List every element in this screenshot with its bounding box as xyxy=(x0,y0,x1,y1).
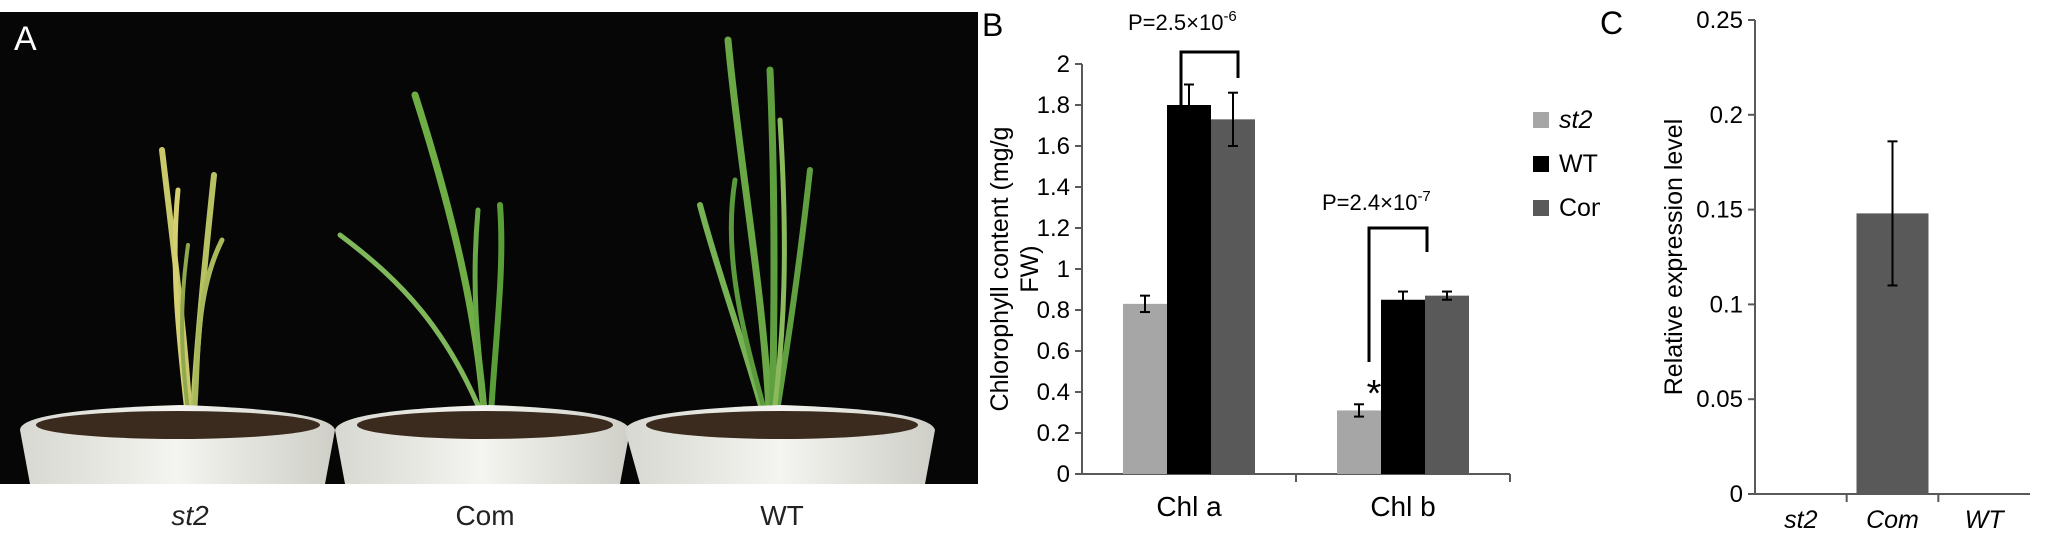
panel-c-label: C xyxy=(1600,5,1623,41)
y-tick-label: 0 xyxy=(1057,461,1070,488)
plant-wt xyxy=(697,36,813,434)
p-value-chl-b: P=2.4×10-7 xyxy=(1322,188,1431,215)
bar-st2-0 xyxy=(1123,303,1167,474)
chart-b-error-bars xyxy=(1140,83,1452,418)
y-tick-label: 1 xyxy=(1057,256,1070,283)
star-chl-b: * xyxy=(1367,373,1382,415)
caption-com: Com xyxy=(455,500,515,531)
panel-a-label: A xyxy=(14,20,37,58)
pot-com xyxy=(335,405,630,484)
bracket-chl-a xyxy=(1179,50,1240,190)
y-tick-label: 0.6 xyxy=(1037,338,1070,365)
bar-st2-1 xyxy=(1337,410,1381,474)
bar-com-0 xyxy=(1211,119,1255,474)
x-tick-label: Com xyxy=(1866,506,1919,534)
pot-st2 xyxy=(20,405,335,484)
y-tick-label: 0.15 xyxy=(1696,197,1743,224)
x-tick-label: WT xyxy=(1965,506,2006,534)
legend-label-wt: WT xyxy=(1559,150,1598,178)
star-chl-a: * xyxy=(1175,263,1190,305)
chart-c-bars xyxy=(1856,140,1929,494)
chart-c-svg: C 0 0.05 0.1 0.15 0.2 0.25 Relative expression… xyxy=(1600,5,2030,534)
significance-chl-b: P=2.4×10-7 * xyxy=(1322,188,1431,415)
plants-photo: A xyxy=(0,12,978,484)
photo-panel: A st2 Com WT xyxy=(0,0,980,536)
caption-st2: st2 xyxy=(171,500,209,531)
chart-b-axes: 0 0.2 0.4 0.6 0.8 1 1.2 1.4 1.6 1.8 2 Chlorophyll c… xyxy=(986,51,1511,522)
chart-b-svg: B 0 0.2 0.4 0.6 0.8 1 1.2 1.4 1.6 1.8 2 Chlorophyll… xyxy=(982,7,1612,522)
significance-chl-a: P=2.5×10-6 * xyxy=(1128,8,1240,305)
legend-label-com: Com xyxy=(1559,194,1600,222)
chart-b-legend: st2 WT Com xyxy=(1533,106,1612,222)
y-tick-label: 0.05 xyxy=(1696,386,1743,413)
chart-b-bars xyxy=(1123,105,1469,474)
y-tick-label: 0.25 xyxy=(1696,7,1743,34)
caption-wt: WT xyxy=(760,500,804,531)
plant-com xyxy=(337,91,505,434)
y-tick-label: 0.4 xyxy=(1037,379,1070,406)
legend-swatch-wt xyxy=(1533,156,1549,172)
bar-wt-1 xyxy=(1381,299,1425,474)
x-tick-label: st2 xyxy=(1784,506,1817,534)
y-tick-label: 1.4 xyxy=(1037,174,1070,201)
x-tick-label: Chl b xyxy=(1370,491,1435,522)
y-tick-label: 2 xyxy=(1057,51,1070,78)
y-tick-label: 0.2 xyxy=(1710,102,1743,129)
y-tick-label: 0.2 xyxy=(1037,420,1070,447)
panel-b-label: B xyxy=(982,7,1003,43)
y-tick-label: 0.8 xyxy=(1037,297,1070,324)
chart-c: C 0 0.05 0.1 0.15 0.2 0.25 Relative expression… xyxy=(1600,0,2051,536)
y-tick-label: 1.2 xyxy=(1037,215,1070,242)
bar-com-1 xyxy=(1425,295,1469,474)
x-tick-label: Chl a xyxy=(1156,491,1222,522)
pot-wt xyxy=(625,405,935,484)
bracket-chl-b xyxy=(1367,226,1429,362)
y-axis-label: Relative expression level xyxy=(1660,119,1688,396)
chart-c-axes: 0 0.05 0.1 0.15 0.2 0.25 Relative expression l… xyxy=(1660,7,2030,534)
legend-label-st2: st2 xyxy=(1559,106,1592,134)
bar-wt-0 xyxy=(1167,105,1211,474)
chart-b: B 0 0.2 0.4 0.6 0.8 1 1.2 1.4 1.6 1.8 2 Chlorophyll… xyxy=(980,0,1612,536)
y-tick-label: 0.1 xyxy=(1710,291,1743,318)
y-tick-label: 0 xyxy=(1730,481,1743,508)
legend-swatch-st2 xyxy=(1533,112,1549,128)
y-axis-label: Chlorophyll content (mg/gFW) xyxy=(986,127,1044,412)
p-value-chl-a: P=2.5×10-6 xyxy=(1128,8,1237,35)
y-tick-label: 1.6 xyxy=(1037,133,1070,160)
y-tick-label: 1.8 xyxy=(1037,92,1070,119)
legend-swatch-com xyxy=(1533,200,1549,216)
